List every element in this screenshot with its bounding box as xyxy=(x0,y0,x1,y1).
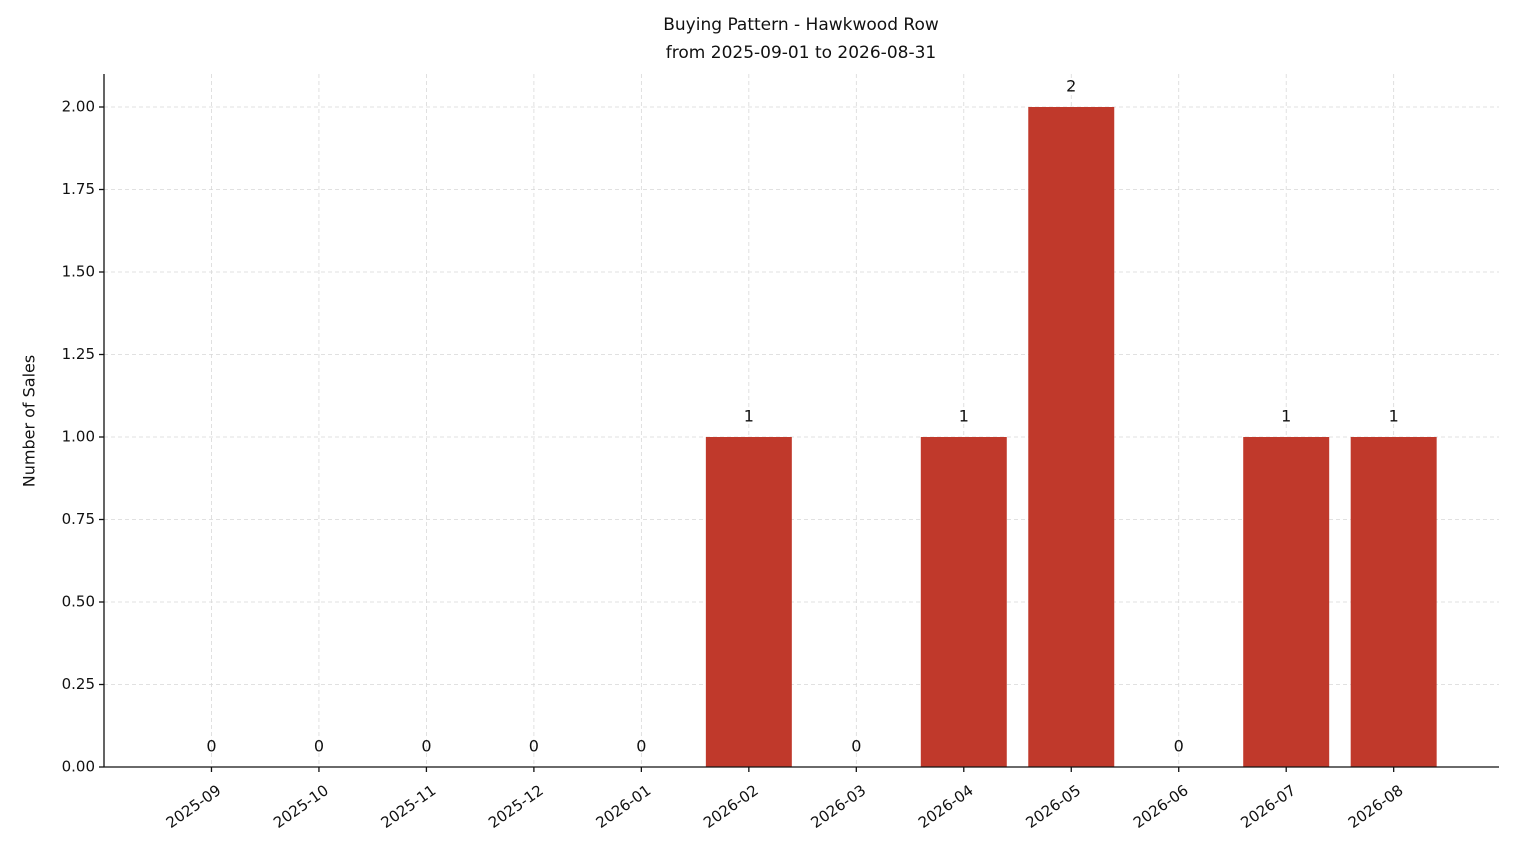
data-label: 1 xyxy=(744,407,754,426)
bar xyxy=(1350,437,1437,767)
x-tick-label: 2026-07 xyxy=(1237,781,1299,832)
data-label: 0 xyxy=(421,737,431,756)
x-tick-label: 2026-04 xyxy=(915,781,977,832)
y-tick-label: 0.00 xyxy=(62,758,95,776)
x-tick-label: 2026-08 xyxy=(1345,781,1407,832)
y-tick-label: 1.00 xyxy=(62,428,95,446)
data-label: 1 xyxy=(1389,407,1399,426)
data-label: 0 xyxy=(314,737,324,756)
y-tick-label: 1.25 xyxy=(62,345,95,363)
y-tick-label: 1.75 xyxy=(62,180,95,198)
y-tick-label: 2.00 xyxy=(62,98,95,116)
data-label: 0 xyxy=(851,737,861,756)
data-label: 0 xyxy=(529,737,539,756)
bar xyxy=(1243,437,1330,767)
y-tick-label: 0.75 xyxy=(62,510,95,528)
y-tick-label: 0.25 xyxy=(62,675,95,693)
y-tick-label: 0.50 xyxy=(62,593,95,611)
data-label: 0 xyxy=(206,737,216,756)
x-tick-label: 2025-10 xyxy=(270,781,332,832)
bar xyxy=(1028,107,1115,767)
data-label: 1 xyxy=(1281,407,1291,426)
chart-subtitle: from 2025-09-01 to 2026-08-31 xyxy=(666,43,936,63)
x-tick-label: 2026-02 xyxy=(700,781,762,832)
x-tick-label: 2025-09 xyxy=(163,781,225,832)
y-tick-label: 1.50 xyxy=(62,263,95,281)
chart-title: Buying Pattern - Hawkwood Row xyxy=(663,15,939,35)
x-tick-label: 2025-11 xyxy=(378,781,440,832)
y-axis-label: Number of Sales xyxy=(20,355,39,487)
bar xyxy=(920,437,1007,767)
data-label: 2 xyxy=(1066,77,1076,96)
bar xyxy=(705,437,792,767)
x-tick-label: 2026-05 xyxy=(1022,781,1084,832)
data-label: 1 xyxy=(959,407,969,426)
x-tick-label: 2026-06 xyxy=(1130,781,1192,832)
data-label: 0 xyxy=(636,737,646,756)
x-tick-label: 2026-03 xyxy=(808,781,870,832)
x-tick-label: 2026-01 xyxy=(593,781,655,832)
data-label: 0 xyxy=(1174,737,1184,756)
x-tick-label: 2025-12 xyxy=(485,781,547,832)
